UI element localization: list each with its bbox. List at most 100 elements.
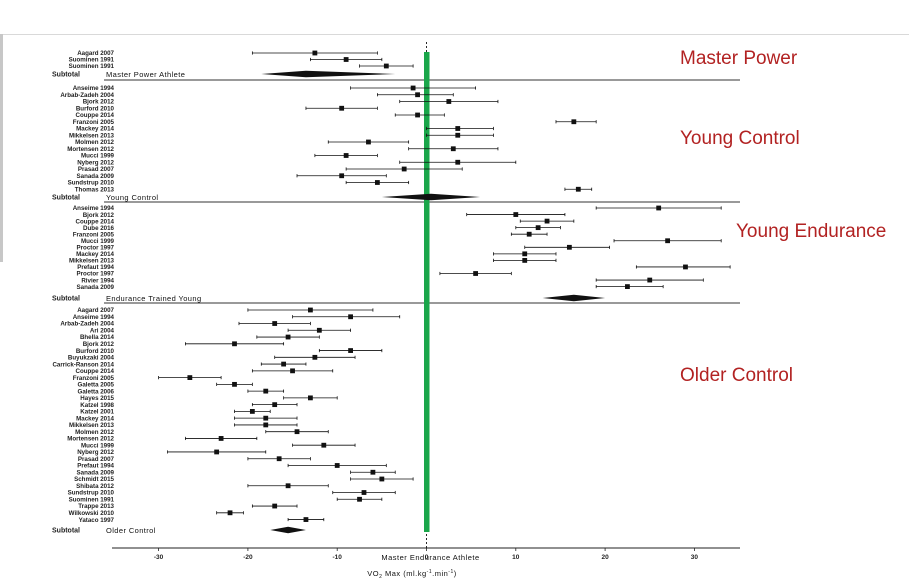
study-label: Sanada 2009	[77, 284, 115, 291]
study-label: Sanada 2009	[77, 469, 115, 476]
study-label: Shibata 2012	[76, 483, 114, 490]
point-estimate	[683, 264, 688, 270]
point-estimate	[522, 258, 528, 263]
group-label: Young Control	[106, 193, 158, 202]
study-label: Mikkelsen 2013	[69, 132, 115, 139]
point-estimate	[379, 476, 385, 482]
point-estimate	[187, 375, 193, 380]
study-label: Mikkelsen 2013	[69, 258, 115, 265]
point-estimate	[214, 449, 220, 455]
x-tick-label-3: 0	[425, 554, 429, 561]
study-label: Katzel 1998	[80, 402, 114, 409]
point-estimate	[281, 361, 287, 367]
study-label: Trappe 2013	[78, 503, 114, 510]
reference-line	[424, 52, 430, 532]
study-label: Dube 2016	[83, 225, 115, 232]
study-label: Proctor 1997	[77, 271, 115, 278]
study-label: Molmen 2012	[75, 429, 114, 436]
study-label: Suominen 1991	[69, 496, 115, 503]
point-estimate	[312, 50, 318, 56]
study-label: Anseime 1994	[73, 85, 115, 92]
x-tick-label-6: 30	[691, 554, 699, 561]
point-estimate	[249, 409, 255, 414]
category-label-older-control: Older Control	[680, 365, 793, 386]
study-label: Mucci 1999	[81, 442, 115, 449]
study-label: Bjork 2012	[83, 212, 115, 219]
study-label: Galetta 2006	[78, 388, 115, 395]
study-label: Hayes 2015	[80, 395, 114, 402]
x-axis-label: VO2 Max (ml.kg-1.min-1)	[367, 569, 456, 580]
study-label: Couppe 2014	[75, 112, 114, 119]
point-estimate	[513, 212, 519, 217]
study-label: Burford 2010	[76, 105, 115, 112]
point-estimate	[450, 146, 456, 152]
point-estimate	[455, 132, 461, 138]
point-estimate	[276, 456, 282, 462]
subtotal-diamond	[270, 526, 306, 534]
point-estimate	[334, 463, 340, 468]
subtotal-label: Subtotal	[52, 528, 80, 535]
study-label: Mortensen 2012	[67, 436, 114, 443]
study-label: Sundstrup 2010	[68, 180, 115, 187]
point-estimate	[290, 368, 295, 374]
point-estimate	[357, 496, 362, 502]
x-tick-label-4: 10	[512, 554, 520, 561]
point-estimate	[401, 166, 407, 172]
point-estimate	[361, 490, 367, 495]
point-estimate	[285, 334, 291, 340]
point-estimate	[575, 186, 581, 192]
point-estimate	[348, 314, 353, 320]
study-label: Nyberg 2012	[77, 159, 114, 166]
study-label: Anseime 1994	[73, 314, 115, 321]
study-label: Molmen 2012	[75, 139, 114, 146]
study-label: Aagard 2007	[77, 50, 114, 57]
point-estimate	[303, 517, 309, 522]
left-edge-bar	[0, 34, 3, 262]
study-label: Prefaut 1994	[77, 463, 114, 470]
study-label: Wilkowski 2010	[69, 510, 115, 517]
point-estimate	[566, 244, 572, 250]
study-label: Arbab-Zadeh 2004	[60, 92, 114, 99]
x-tick-label-5: 20	[601, 554, 609, 561]
study-label: Ari 2004	[90, 327, 115, 334]
subtotal-label: Subtotal	[52, 195, 80, 202]
point-estimate	[446, 99, 452, 104]
study-label: Thomas 2013	[75, 186, 115, 193]
point-estimate	[370, 469, 376, 475]
reference-label: Master Endurance Athlete	[381, 553, 479, 562]
point-estimate	[339, 173, 345, 179]
study-label: Yataco 1997	[79, 517, 115, 524]
point-estimate	[526, 231, 532, 237]
point-estimate	[316, 327, 322, 333]
study-label: Sundstrup 2010	[68, 490, 115, 497]
point-estimate	[321, 442, 327, 448]
study-label: Mucci 1999	[81, 153, 115, 160]
category-label-young-control: Young Control	[680, 128, 800, 149]
point-estimate	[294, 429, 300, 435]
point-estimate	[522, 251, 528, 257]
point-estimate	[263, 415, 269, 421]
group-label: Master Power Athlete	[106, 70, 185, 79]
x-tick-label-2: -10	[332, 554, 342, 561]
point-estimate	[410, 85, 416, 91]
study-label: Proctor 1997	[77, 245, 115, 252]
x-tick-label-0: -30	[154, 554, 164, 561]
study-label: Rivier 1994	[81, 277, 114, 284]
study-label: Mortensen 2012	[67, 146, 114, 153]
point-estimate	[473, 271, 479, 276]
point-estimate	[308, 307, 313, 313]
study-label: Galetta 2005	[78, 382, 115, 389]
study-label: Katzel 2001	[80, 409, 114, 416]
study-label: Prasad 2007	[78, 166, 115, 173]
point-estimate	[366, 139, 371, 145]
point-estimate	[232, 381, 237, 387]
category-label-young-endurance: Young Endurance	[736, 221, 886, 242]
study-label: Bjork 2012	[83, 99, 115, 106]
study-label: Arbab-Zadeh 2004	[60, 321, 114, 328]
study-label: Mikkelsen 2013	[69, 422, 115, 429]
top-bar	[0, 0, 909, 35]
study-label: Franzoni 2005	[73, 375, 115, 382]
x-tick-label-1: -20	[243, 554, 253, 561]
subtotal-diamond	[542, 294, 606, 302]
